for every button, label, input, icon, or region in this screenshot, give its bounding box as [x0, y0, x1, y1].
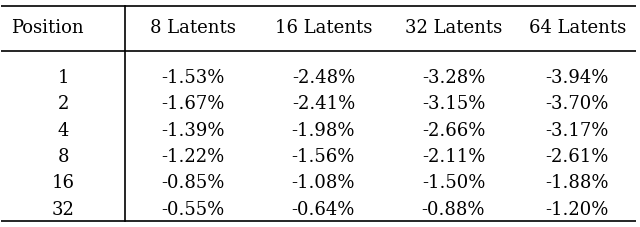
- Text: -3.17%: -3.17%: [545, 121, 609, 140]
- Text: -1.50%: -1.50%: [422, 175, 485, 192]
- Text: 1: 1: [58, 69, 69, 87]
- Text: -2.48%: -2.48%: [292, 69, 355, 87]
- Text: 8: 8: [58, 148, 69, 166]
- Text: -0.85%: -0.85%: [162, 175, 225, 192]
- Text: -0.64%: -0.64%: [292, 201, 355, 219]
- Text: -1.22%: -1.22%: [162, 148, 225, 166]
- Text: -0.55%: -0.55%: [162, 201, 225, 219]
- Text: -1.56%: -1.56%: [292, 148, 355, 166]
- Text: -1.53%: -1.53%: [162, 69, 225, 87]
- Text: 16: 16: [52, 175, 75, 192]
- Text: 32: 32: [52, 201, 75, 219]
- Text: -2.66%: -2.66%: [422, 121, 485, 140]
- Text: 2: 2: [58, 95, 69, 113]
- Text: 64 Latents: 64 Latents: [529, 19, 626, 37]
- Text: -1.88%: -1.88%: [545, 175, 609, 192]
- Text: -2.41%: -2.41%: [292, 95, 355, 113]
- Text: -2.11%: -2.11%: [422, 148, 485, 166]
- Text: -1.39%: -1.39%: [161, 121, 225, 140]
- Text: -0.88%: -0.88%: [422, 201, 485, 219]
- Text: 4: 4: [58, 121, 69, 140]
- Text: 32 Latents: 32 Latents: [405, 19, 502, 37]
- Text: 8 Latents: 8 Latents: [150, 19, 236, 37]
- Text: -3.94%: -3.94%: [545, 69, 609, 87]
- Text: -1.98%: -1.98%: [292, 121, 355, 140]
- Text: -3.70%: -3.70%: [545, 95, 609, 113]
- Text: Position: Position: [11, 19, 84, 37]
- Text: -1.67%: -1.67%: [162, 95, 225, 113]
- Text: -3.15%: -3.15%: [422, 95, 485, 113]
- Text: -3.28%: -3.28%: [422, 69, 485, 87]
- Text: -2.61%: -2.61%: [545, 148, 609, 166]
- Text: 16 Latents: 16 Latents: [275, 19, 372, 37]
- Text: -1.20%: -1.20%: [545, 201, 609, 219]
- Text: -1.08%: -1.08%: [292, 175, 355, 192]
